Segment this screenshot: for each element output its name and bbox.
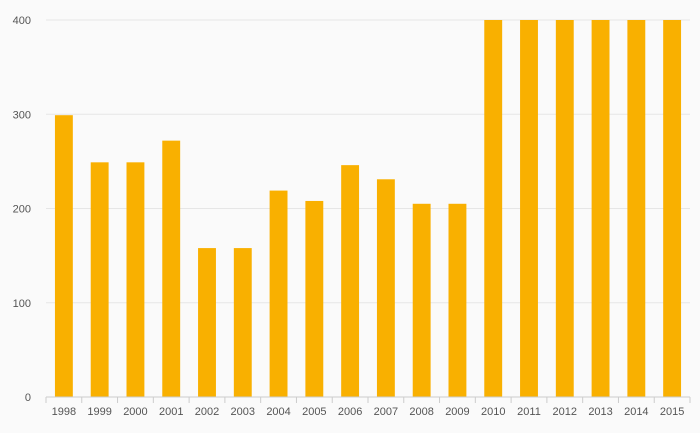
- x-tick-label: 1999: [87, 406, 111, 418]
- x-tick-label: 2007: [374, 406, 398, 418]
- bar: [305, 200, 324, 397]
- bar: [269, 190, 288, 397]
- x-tick-label: 2015: [660, 406, 684, 418]
- x-tick-label: 2003: [231, 406, 255, 418]
- x-tick-label: 2010: [481, 406, 505, 418]
- x-axis: [45, 396, 691, 403]
- bar: [663, 20, 682, 397]
- bar: [162, 140, 181, 397]
- y-tick-label: 0: [25, 392, 31, 404]
- bar: [126, 162, 145, 397]
- x-tick-label: 1998: [52, 406, 76, 418]
- bar: [54, 115, 73, 397]
- x-tick-label: 2005: [302, 406, 326, 418]
- bar: [627, 20, 646, 397]
- bar: [198, 248, 216, 397]
- x-tick-label: 2009: [445, 406, 469, 418]
- bar: [376, 179, 395, 397]
- y-tick-label: 200: [13, 204, 31, 216]
- x-axis-ticks: 1998 1999 2000 2001 2002 2003 2004 2005 2006 2007…: [52, 406, 685, 418]
- bar: [591, 20, 610, 397]
- bar: [484, 20, 503, 397]
- y-tick-label: 100: [13, 298, 31, 310]
- bar: [90, 162, 109, 397]
- y-axis-ticks: 0 100 200 300 400: [13, 15, 31, 404]
- bar: [233, 248, 252, 397]
- bars: [54, 20, 682, 397]
- bar: [341, 165, 360, 397]
- bar: [448, 203, 467, 397]
- x-tick-label: 2013: [588, 406, 612, 418]
- y-tick-label: 300: [13, 109, 31, 121]
- y-gridlines: [46, 19, 690, 304]
- x-tick-label: 2014: [624, 406, 648, 418]
- bar: [520, 20, 538, 397]
- x-tick-label: 2011: [517, 406, 541, 418]
- x-tick-label: 2002: [195, 406, 219, 418]
- x-tick-label: 2006: [338, 406, 362, 418]
- x-tick-label: 2012: [553, 406, 577, 418]
- bar: [555, 20, 574, 397]
- x-tick-label: 2001: [159, 406, 183, 418]
- y-tick-label: 400: [13, 15, 31, 27]
- x-tick-label: 2000: [123, 406, 147, 418]
- x-tick-label: 2004: [266, 406, 290, 418]
- bar: [412, 203, 431, 397]
- x-tick-label: 2008: [409, 406, 433, 418]
